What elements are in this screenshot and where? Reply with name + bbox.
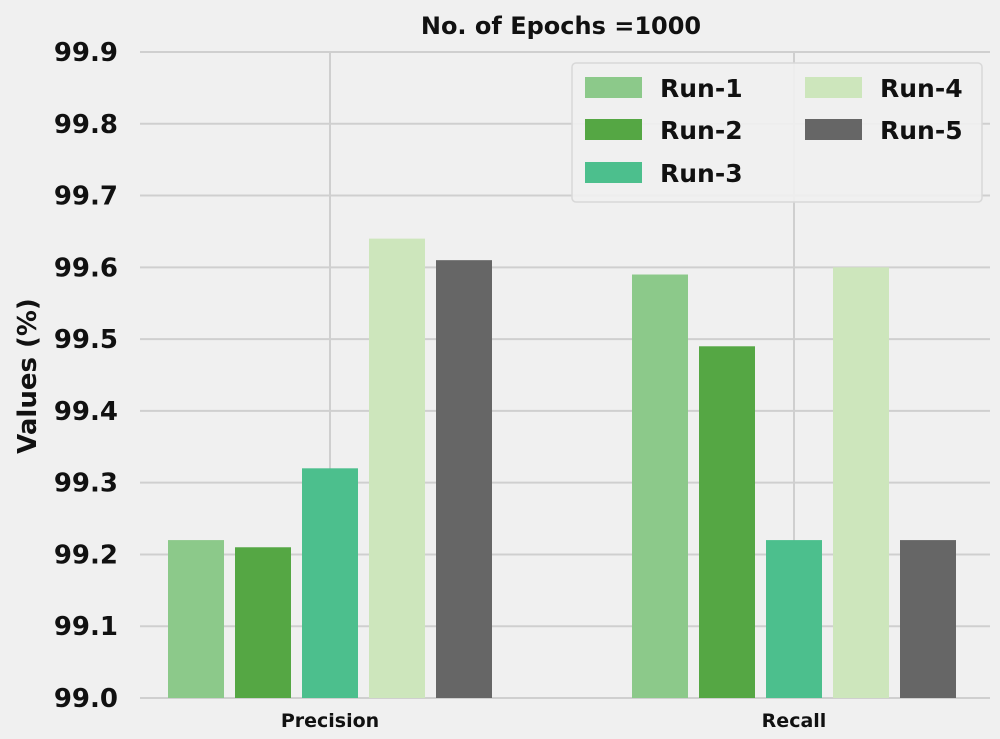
legend-label: Run-5 [880, 116, 963, 145]
bar-run-1-recall [632, 274, 688, 698]
y-tick-label: 99.0 [54, 684, 118, 714]
bar-run-1-precision [168, 540, 224, 698]
legend-swatch [585, 162, 642, 183]
bar-run-4-precision [369, 238, 425, 698]
bars [168, 238, 956, 698]
bar-run-3-precision [302, 468, 358, 698]
bar-run-4-recall [833, 267, 889, 698]
legend-label: Run-1 [660, 74, 743, 103]
y-tick-labels: 99.0 99.1 99.2 99.3 99.4 99.5 99.6 99.7 99.8 99.9 [54, 38, 118, 714]
legend-box [571, 62, 983, 203]
y-tick-label: 99.6 [54, 253, 118, 283]
legend-label: Run-2 [660, 116, 743, 145]
legend-swatch [585, 119, 642, 140]
x-tick-label: Precision [281, 710, 379, 732]
legend-swatch [805, 77, 862, 98]
legend-label: Run-3 [660, 159, 743, 188]
y-tick-label: 99.7 [54, 182, 118, 212]
bar-run-3-recall [766, 540, 822, 698]
y-tick-label: 99.2 [54, 540, 118, 570]
y-tick-label: 99.9 [54, 38, 118, 68]
chart-title: No. of Epochs =1000 [421, 12, 701, 40]
y-tick-label: 99.1 [54, 612, 118, 642]
legend: Run-1 Run-2 Run-3 Run-4 Run-5 [571, 62, 983, 203]
bar-run-2-precision [235, 547, 291, 698]
x-tick-labels: Precision Recall [281, 710, 827, 732]
legend-swatch [805, 119, 862, 140]
y-axis-label: Values (%) [13, 298, 43, 454]
y-tick-label: 99.4 [54, 397, 118, 427]
y-tick-label: 99.5 [54, 325, 118, 355]
x-tick-label: Recall [762, 710, 827, 732]
bar-run-5-recall [900, 540, 956, 698]
y-tick-label: 99.8 [54, 110, 118, 140]
bar-run-2-recall [699, 346, 755, 698]
legend-swatch [585, 77, 642, 98]
legend-label: Run-4 [880, 74, 963, 103]
bar-run-5-precision [436, 260, 492, 698]
y-tick-label: 99.3 [54, 469, 118, 499]
